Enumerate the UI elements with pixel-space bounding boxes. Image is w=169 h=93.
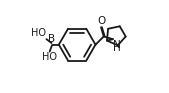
Text: B: B (48, 34, 55, 44)
Text: H: H (113, 43, 121, 53)
Text: HO: HO (42, 52, 57, 62)
Text: N: N (113, 40, 121, 50)
Text: HO: HO (31, 28, 46, 38)
Text: O: O (97, 16, 106, 26)
